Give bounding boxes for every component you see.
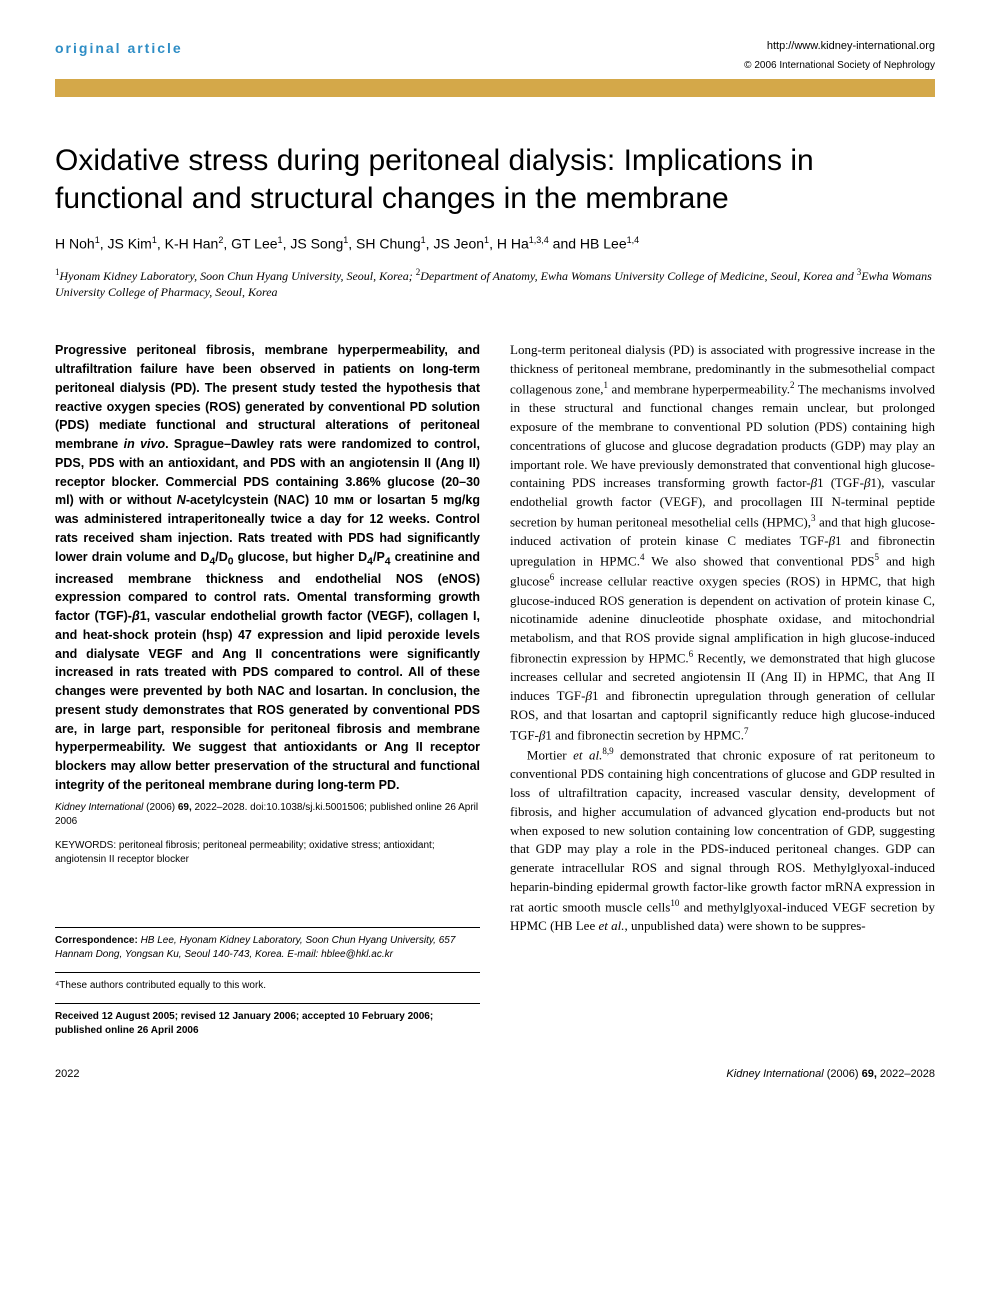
article-type-label: original article [55,40,183,56]
abstract-text: Progressive peritoneal fibrosis, membran… [55,341,480,794]
page-footer: 2022 Kidney International (2006) 69, 202… [55,1068,935,1080]
correspondence-block: Correspondence: HB Lee, Hyonam Kidney La… [55,927,480,962]
correspondence-label: Correspondence: [55,935,138,946]
body-paragraph-1: Long-term peritoneal dialysis (PD) is as… [510,341,935,745]
right-column: Long-term peritoneal dialysis (PD) is as… [510,341,935,1037]
citation-line: Kidney International (2006) 69, 2022–202… [55,801,480,829]
article-title: Oxidative stress during peritoneal dialy… [55,142,935,217]
article-dates: Received 12 August 2005; revised 12 Janu… [55,1003,480,1038]
keywords: KEYWORDS: peritoneal fibrosis; peritonea… [55,839,480,867]
copyright-text: © 2006 International Society of Nephrolo… [55,60,935,71]
body-paragraph-2: Mortier et al.8,9 demonstrated that chro… [510,745,935,936]
left-column: Progressive peritoneal fibrosis, membran… [55,341,480,1037]
gold-divider-bar [55,79,935,97]
footer-journal-ref: Kidney International (2006) 69, 2022–202… [726,1068,935,1080]
journal-url: http://www.kidney-international.org [767,40,935,52]
affiliations: 1Hyonam Kidney Laboratory, Soon Chun Hya… [55,266,935,302]
author-list: H Noh1, JS Kim1, K-H Han2, GT Lee1, JS S… [55,235,935,252]
page-number: 2022 [55,1068,79,1080]
contribution-note: ⁴These authors contributed equally to th… [55,972,480,993]
